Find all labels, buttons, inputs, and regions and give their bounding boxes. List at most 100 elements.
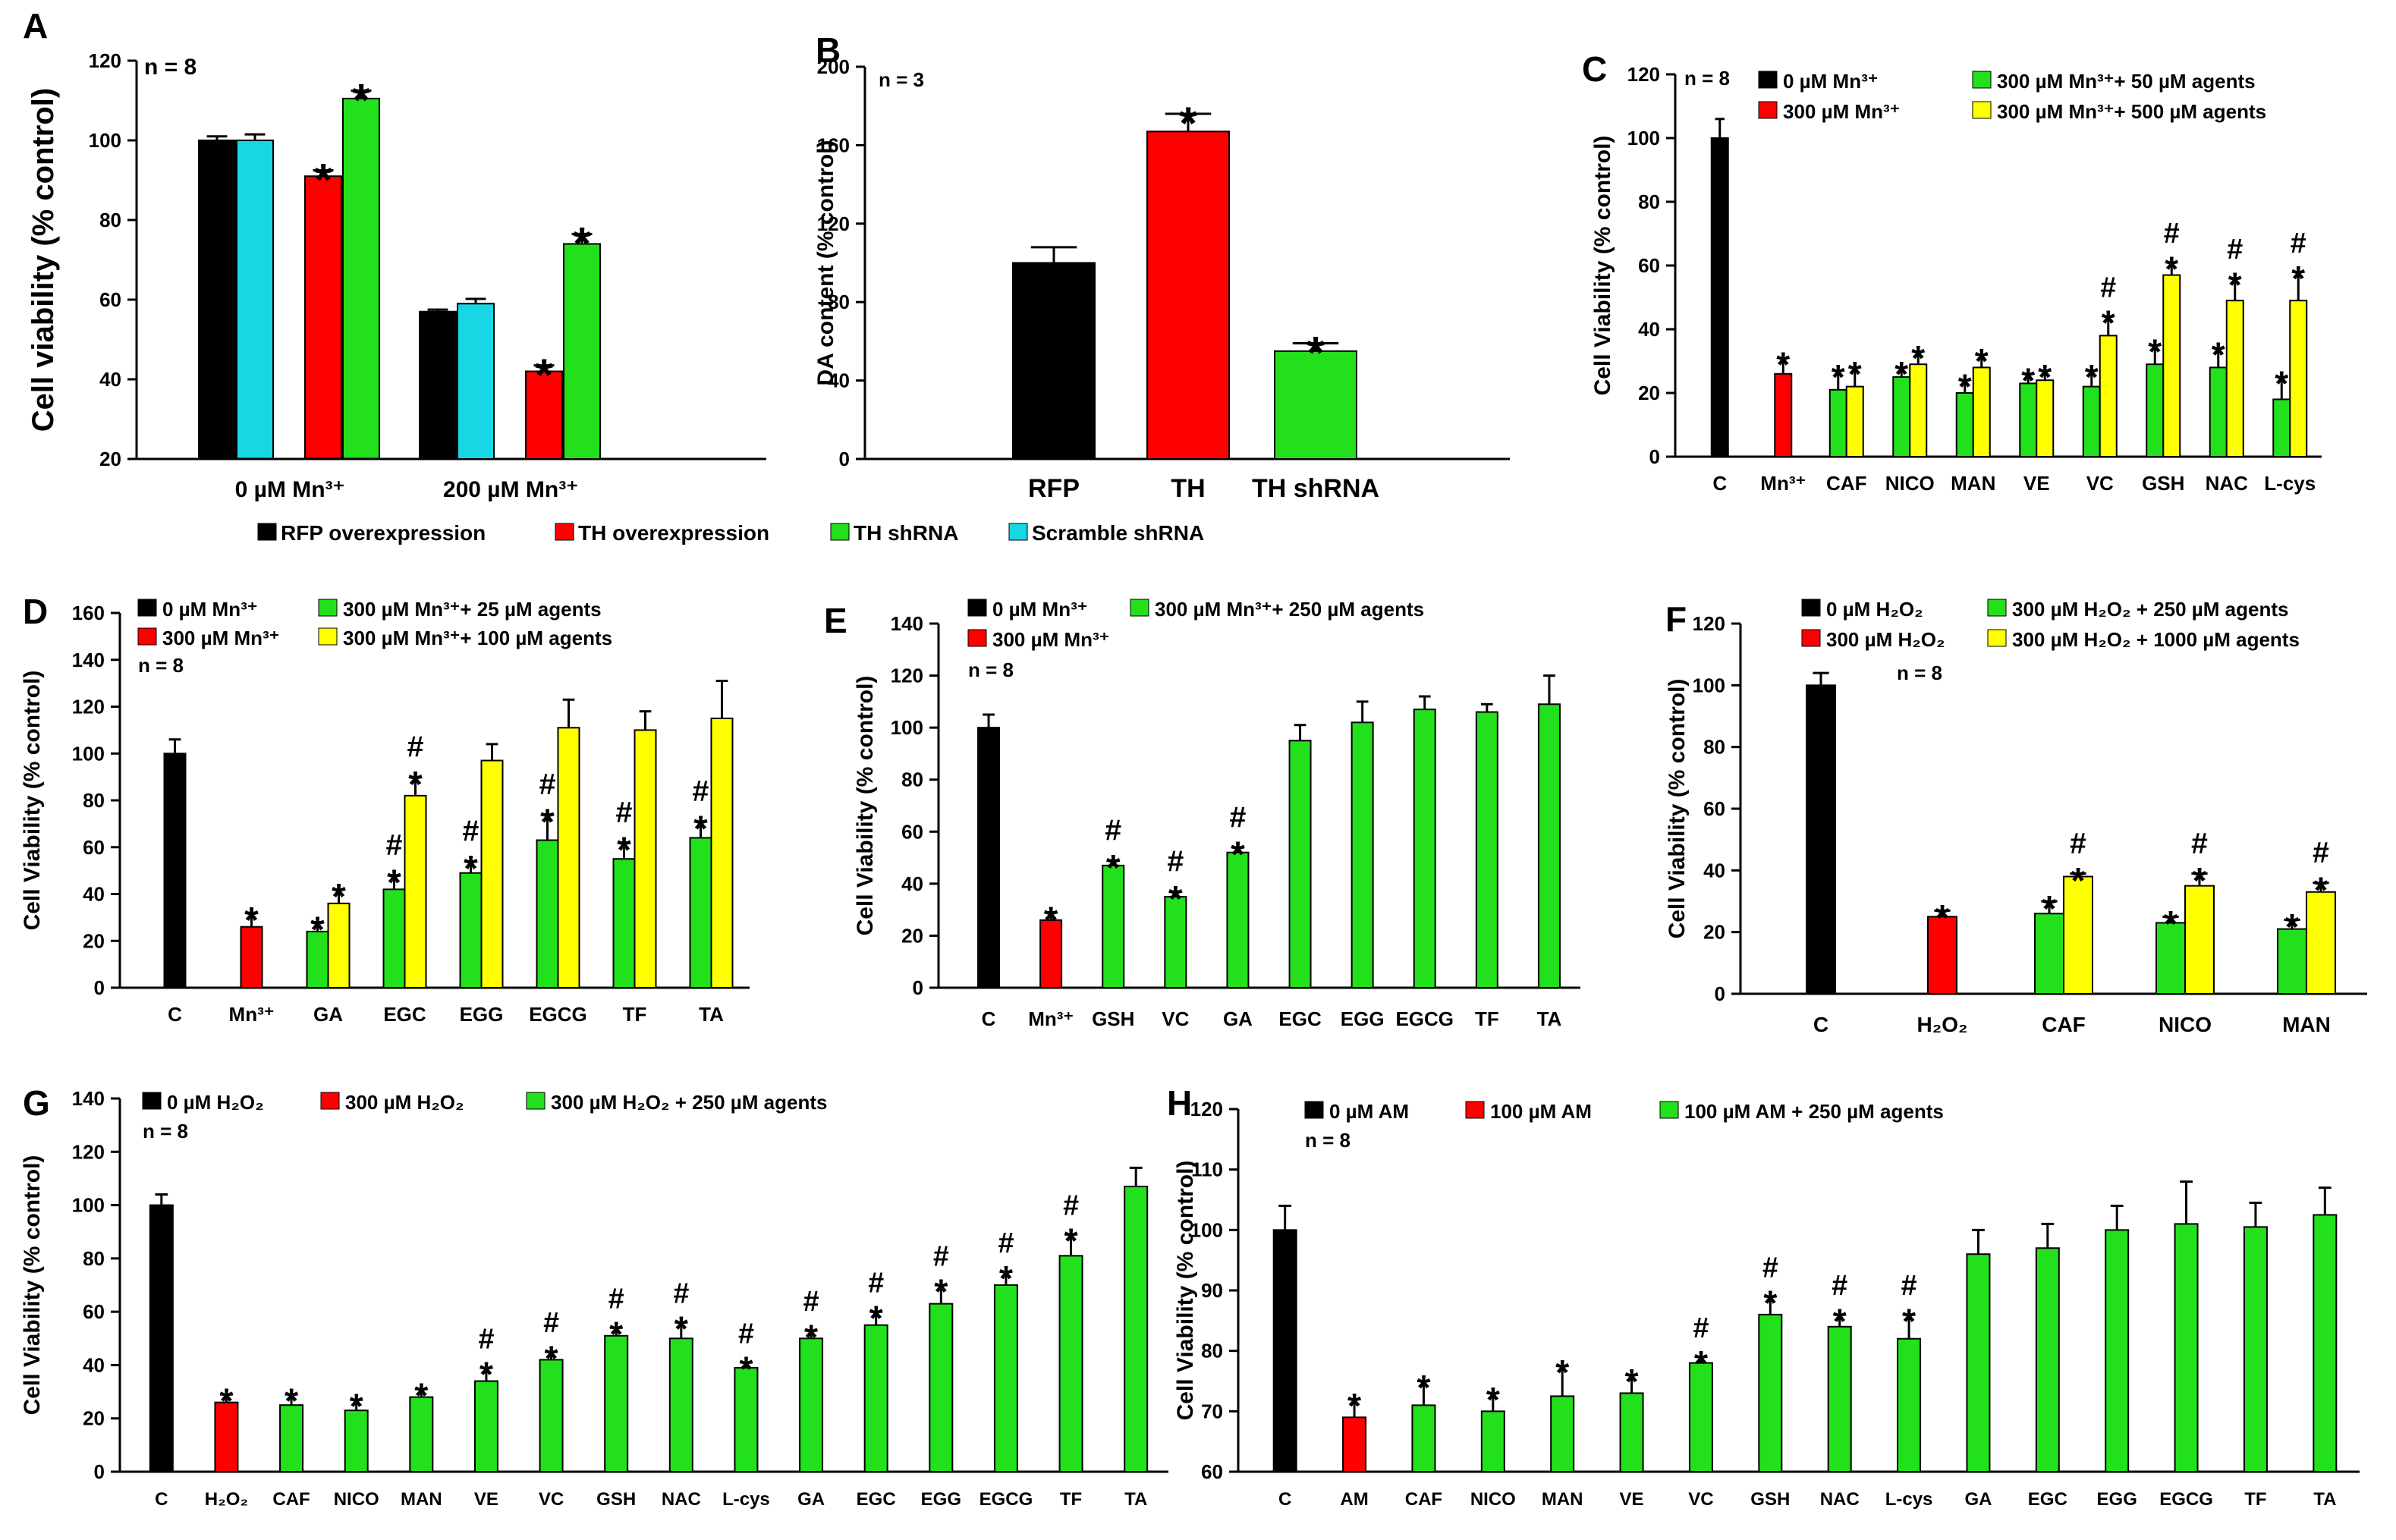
significance-hash: #: [2291, 227, 2306, 259]
significance-star: *: [1106, 848, 1121, 888]
bar: [1164, 896, 1187, 988]
x-tick-label: TF: [1475, 1007, 1499, 1030]
significance-star: *: [1417, 1368, 1430, 1407]
y-tick-label: 60: [99, 288, 121, 311]
bar: [2184, 885, 2215, 995]
significance-hash: #: [998, 1227, 1014, 1259]
significance-star: *: [2102, 303, 2115, 343]
n-label: n = 8: [138, 654, 184, 677]
legend-label: Scramble shRNA: [1032, 521, 1204, 545]
y-tick-label: 140: [72, 649, 105, 671]
bar: [1827, 1325, 1852, 1473]
significance-star: *: [1958, 367, 1972, 407]
bar: [214, 1401, 239, 1472]
bar: [2105, 1229, 2130, 1473]
significance-hash: #: [478, 1322, 494, 1354]
y-tick-label: 40: [83, 1353, 105, 1376]
x-tick-label: MAN: [1542, 1489, 1583, 1510]
significance-hash: #: [693, 775, 709, 808]
x-tick-label: MAN: [1951, 472, 1995, 495]
y-tick-label: 60: [1201, 1460, 1223, 1483]
y-tick-label: 120: [72, 696, 105, 718]
n-label: n = 8: [1305, 1129, 1351, 1152]
significance-star: *: [2164, 904, 2178, 944]
n-label: n = 8: [144, 55, 197, 80]
y-tick-label: 80: [1703, 736, 1725, 759]
panel-F: F 0 20 40 60 80 100 120 Cell Viability (% contro…: [1665, 598, 2367, 1036]
x-tick-label: TA: [1537, 1007, 1562, 1030]
y-tick-label: 80: [83, 789, 105, 812]
significance-star: *: [934, 1272, 948, 1312]
significance-hash: #: [1693, 1312, 1709, 1344]
significance-star: *: [310, 910, 325, 950]
legend-swatch: [137, 599, 157, 617]
bar: [1413, 709, 1436, 989]
bar: [2225, 300, 2244, 458]
x-tick-label: NICO: [1470, 1489, 1516, 1510]
legend-swatch: [1465, 1101, 1485, 1119]
y-tick-label: 110: [1191, 1158, 1223, 1181]
significance-star: *: [999, 1259, 1013, 1298]
panel-label: A: [23, 6, 48, 46]
x-tick-label: H₂O₂: [1917, 1013, 1968, 1036]
significance-star: *: [2038, 357, 2052, 397]
y-tick-label: 120: [89, 49, 121, 72]
legend-swatch: [320, 1092, 340, 1110]
x-group-label: 200 µM Mn³⁺: [443, 477, 578, 502]
bar: [525, 370, 563, 460]
bar: [382, 888, 406, 988]
significance-star: *: [869, 1299, 883, 1338]
y-tick-label: 100: [1693, 674, 1725, 696]
y-tick-label: 60: [1703, 797, 1725, 820]
significance-hash: #: [386, 828, 403, 862]
significance-star: *: [2285, 907, 2300, 948]
bar: [2209, 366, 2228, 457]
x-tick-label: EGC: [2028, 1489, 2067, 1510]
bar: [1688, 1362, 1713, 1472]
panel-G: G 0 20 40 60 80 100 120 140 Cell Viability (% con…: [20, 1083, 1168, 1510]
y-tick-label: 20: [1638, 382, 1660, 404]
legend-label: 100 µM AM: [1490, 1100, 1592, 1123]
bar: [473, 1380, 498, 1472]
bar: [1537, 703, 1561, 988]
significance-star: *: [1064, 1221, 1078, 1261]
bar: [306, 930, 329, 989]
significance-star: *: [693, 809, 708, 850]
legend-swatch: [830, 523, 850, 541]
y-tick-label: 140: [891, 612, 923, 635]
significance-star: *: [540, 802, 555, 842]
panel-A: A 20 40 60 80 100 120 Cell viability (% control…: [23, 6, 1204, 545]
bar: [2313, 1214, 2338, 1472]
legend-swatch: [1801, 629, 1821, 647]
legend-swatch: [1758, 71, 1778, 89]
x-tick-label: GA: [1964, 1489, 1992, 1510]
x-tick-label: NAC: [2206, 472, 2249, 495]
y-tick-label: 20: [83, 929, 105, 952]
significance-hash: #: [463, 815, 480, 848]
legend-label: 300 µM Mn³⁺+ 500 µM agents: [1997, 100, 2266, 123]
significance-star: *: [2071, 861, 2086, 901]
x-tick-label: EGC: [383, 1003, 426, 1026]
x-tick-label: VE: [1620, 1489, 1644, 1510]
significance-star: *: [1763, 1283, 1777, 1322]
bar: [1828, 388, 1847, 457]
x-tick-label: NICO: [334, 1489, 379, 1510]
significance-star: *: [2314, 870, 2328, 910]
bar: [1274, 350, 1357, 460]
significance-star: *: [1975, 341, 1989, 381]
significance-star: *: [2042, 889, 2057, 929]
x-tick-label: EGG: [460, 1003, 504, 1026]
significance-hash: #: [1167, 845, 1184, 878]
significance-star: *: [2291, 259, 2305, 298]
n-label: n = 8: [143, 1120, 188, 1142]
legend-label: 300 µM Mn³⁺+ 50 µM agents: [1997, 70, 2256, 93]
legend-swatch: [1304, 1101, 1324, 1119]
y-tick-label: 120: [1190, 1098, 1223, 1120]
y-tick-label: 100: [72, 1194, 105, 1217]
bar: [539, 1359, 564, 1473]
significance-hash: #: [1063, 1190, 1079, 1221]
bar: [1288, 740, 1312, 988]
significance-star: *: [1776, 344, 1790, 384]
x-tick-label: CAF: [1405, 1489, 1442, 1510]
x-tick-label: EGCG: [979, 1489, 1033, 1510]
